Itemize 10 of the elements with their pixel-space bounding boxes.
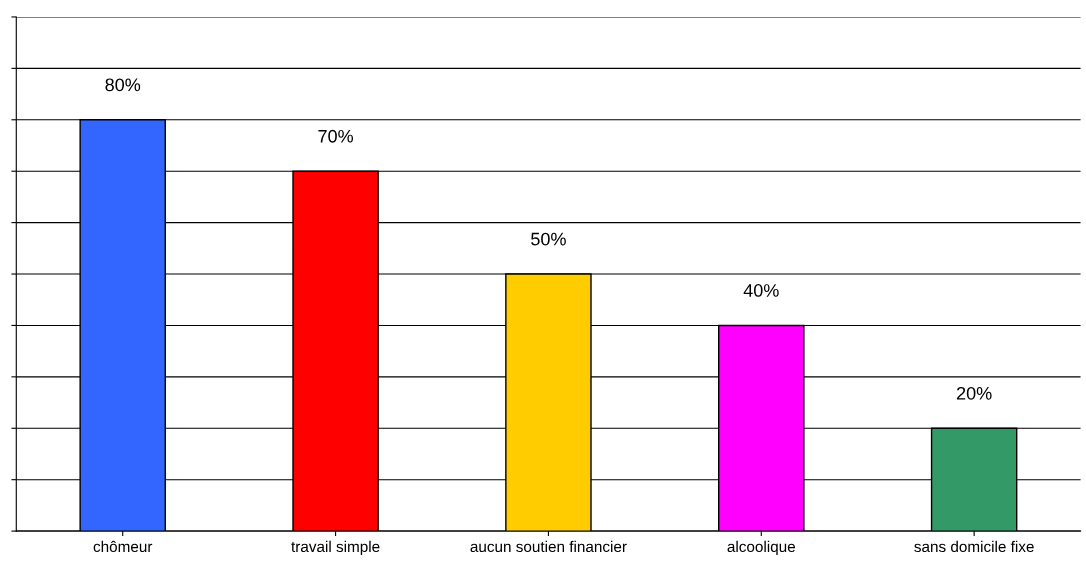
data-label: 50% — [531, 232, 566, 246]
x-tick-label: chômeur — [93, 540, 153, 553]
data-label: 20% — [956, 386, 992, 400]
x-tick-label: sans domicile fixe — [914, 540, 1034, 553]
data-label: 80% — [105, 78, 141, 92]
data-label: 70% — [318, 129, 353, 143]
x-tick-label: aucun soutien financier — [470, 540, 627, 553]
data-label: 40% — [743, 284, 779, 297]
x-tick-label: alcoolique — [727, 540, 796, 556]
x-tick-label: travail simple — [291, 540, 380, 556]
